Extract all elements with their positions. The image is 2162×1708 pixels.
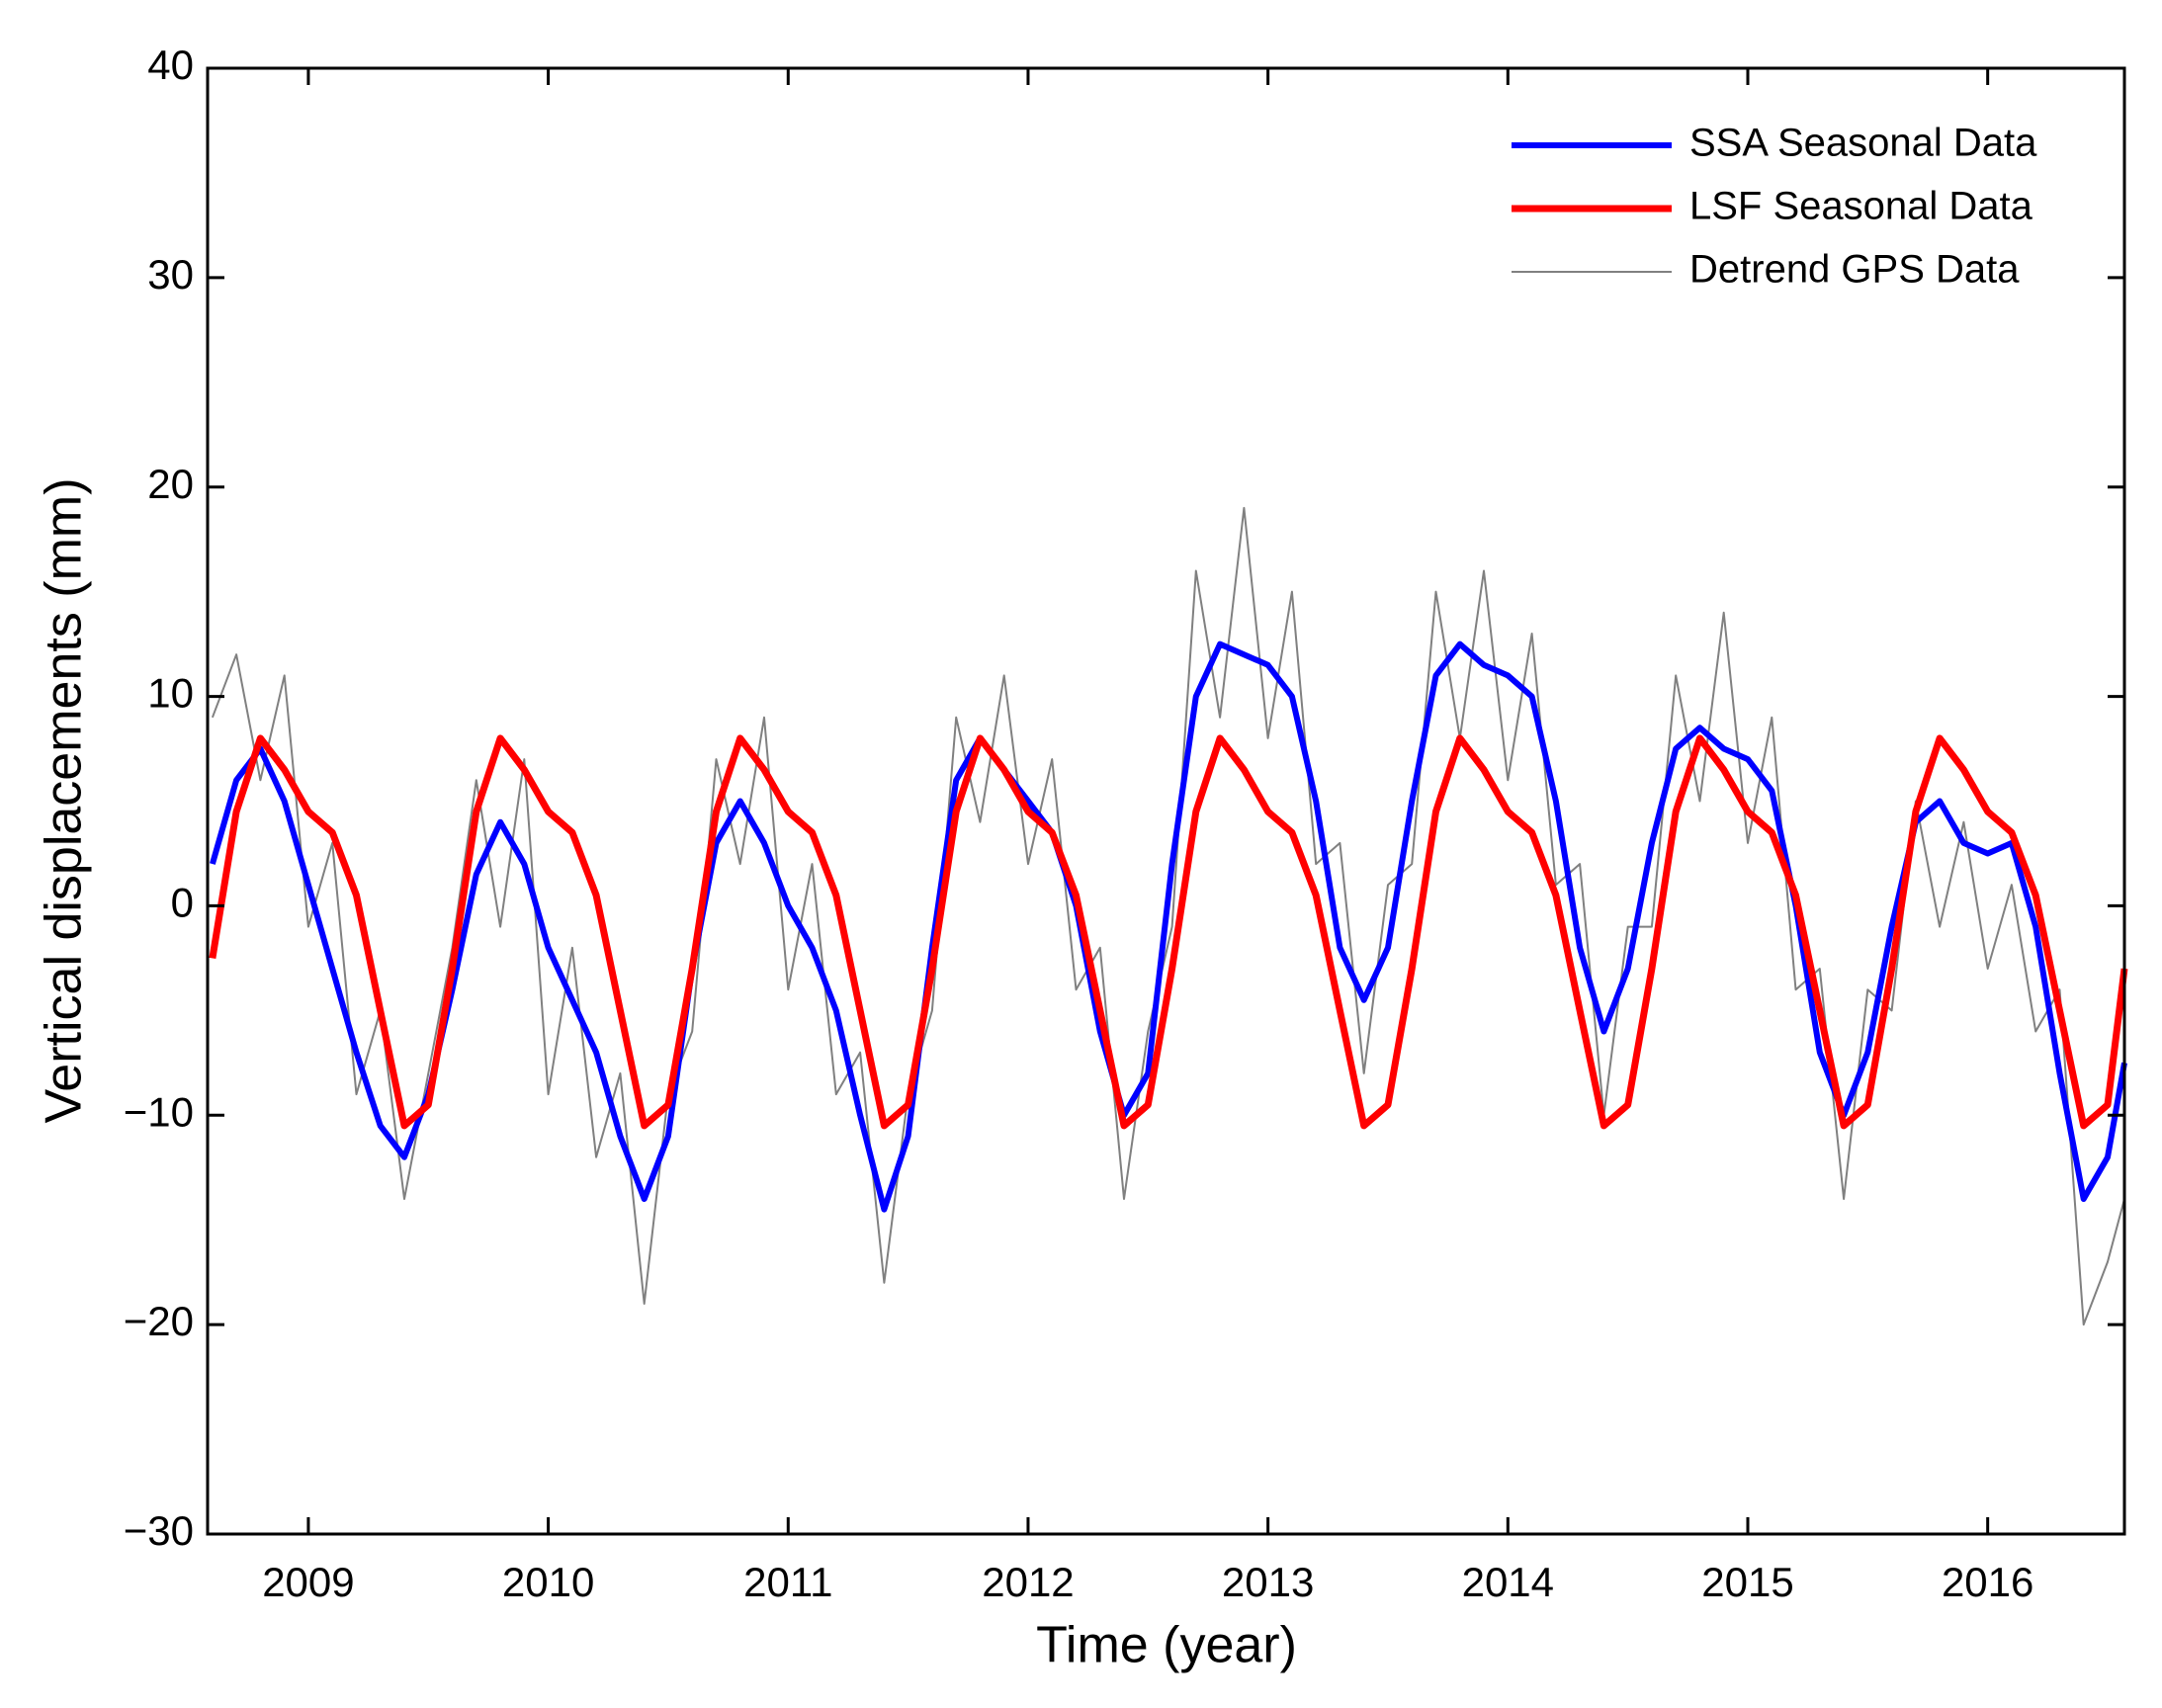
y-tick-label: −20 — [124, 1298, 194, 1344]
x-tick-label: 2013 — [1222, 1559, 1314, 1605]
x-tick-label: 2009 — [262, 1559, 354, 1605]
legend-label: Detrend GPS Data — [1689, 248, 2020, 292]
y-tick-label: −30 — [124, 1507, 194, 1554]
y-axis-label: Vertical displacements (mm) — [36, 477, 93, 1123]
x-tick-label: 2015 — [1701, 1559, 1793, 1605]
y-tick-label: 20 — [147, 461, 194, 507]
legend-label: SSA Seasonal Data — [1689, 122, 2037, 165]
x-tick-label: 2011 — [743, 1559, 832, 1605]
x-tick-label: 2012 — [982, 1559, 1074, 1605]
y-tick-label: −10 — [124, 1088, 194, 1135]
y-tick-label: 0 — [171, 880, 194, 926]
x-tick-label: 2014 — [1462, 1559, 1554, 1605]
data-line — [210, 640, 2127, 1213]
legend-label: LSF Seasonal Data — [1689, 185, 2033, 228]
x-tick-label: 2016 — [1942, 1559, 2033, 1605]
y-tick-label: 10 — [147, 670, 194, 717]
data-line — [209, 734, 2128, 1130]
x-axis-label: Time (year) — [1036, 1617, 1297, 1674]
y-tick-label: 30 — [147, 251, 194, 298]
plot-frame — [206, 66, 2126, 1536]
x-tick-label: 2010 — [502, 1559, 594, 1605]
y-tick-label: 40 — [147, 42, 194, 88]
